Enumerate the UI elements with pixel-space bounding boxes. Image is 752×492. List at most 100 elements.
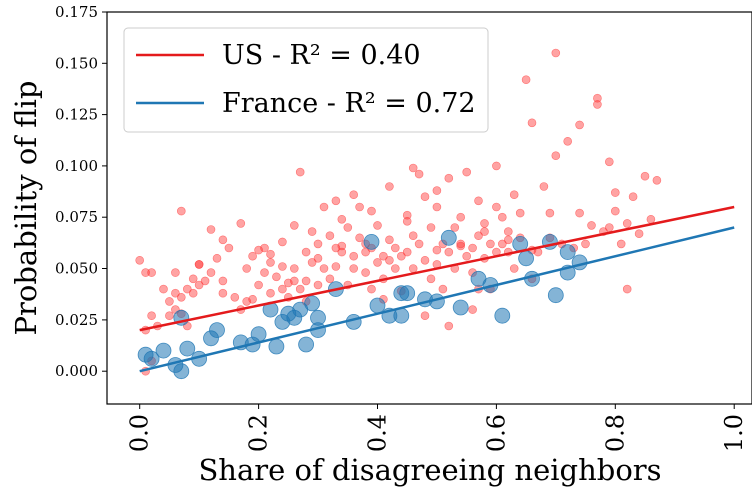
us-point <box>349 190 359 199</box>
us-point <box>194 260 204 269</box>
us-point <box>545 208 555 218</box>
us-point <box>456 239 466 249</box>
us-point <box>177 206 186 216</box>
us-point <box>390 243 400 253</box>
us-point <box>218 235 228 245</box>
us-point <box>432 245 442 255</box>
us-point <box>254 280 263 290</box>
us-point <box>444 173 454 183</box>
us-point <box>503 227 513 236</box>
us-point <box>420 255 430 265</box>
us-point <box>295 284 305 294</box>
france-point <box>143 350 160 367</box>
us-point <box>325 274 335 284</box>
us-point <box>408 264 418 273</box>
france-point <box>440 229 457 246</box>
us-point <box>206 225 216 234</box>
us-point <box>402 247 412 257</box>
us-point <box>438 284 448 294</box>
us-point <box>640 171 650 181</box>
us-point <box>260 243 269 253</box>
us-point <box>551 151 561 160</box>
us-point <box>248 294 257 304</box>
us-point <box>622 284 632 294</box>
us-point <box>480 219 489 228</box>
us-point <box>575 208 584 218</box>
y-tick-label: 0.050 <box>55 260 98 278</box>
us-point <box>367 206 376 216</box>
us-point <box>593 93 602 103</box>
us-point <box>188 274 198 284</box>
france-point <box>268 338 285 355</box>
us-point <box>575 120 584 130</box>
us-fit-line <box>139 205 735 332</box>
france-point <box>173 363 190 380</box>
france-point <box>559 244 576 261</box>
x-tick-label: 0.2 <box>245 414 273 452</box>
us-point <box>420 192 430 201</box>
us-point <box>432 202 442 212</box>
us-point <box>408 231 418 240</box>
france-point <box>494 307 511 324</box>
france-point <box>547 287 564 304</box>
us-point <box>183 284 192 294</box>
us-point <box>325 231 335 240</box>
us-point <box>141 268 150 277</box>
us-point <box>509 264 519 273</box>
us-point <box>652 176 662 185</box>
france-point <box>298 336 315 353</box>
us-point <box>373 221 382 230</box>
y-tick-label: 0.075 <box>55 208 98 226</box>
us-point <box>634 229 644 238</box>
us-point <box>295 167 305 177</box>
us-point <box>230 292 240 302</box>
us-point <box>646 215 656 224</box>
us-point <box>355 202 364 212</box>
us-point <box>165 311 174 321</box>
us-point <box>396 251 406 261</box>
us-point <box>462 251 472 261</box>
us-point <box>188 288 198 298</box>
us-point <box>337 215 347 224</box>
us-point <box>289 264 299 273</box>
france-point <box>363 233 380 250</box>
us-point <box>462 167 472 177</box>
us-point <box>319 202 329 212</box>
us-point <box>313 253 323 263</box>
france-point <box>310 309 326 326</box>
us-point <box>272 272 281 282</box>
us-point <box>616 239 626 249</box>
us-point <box>492 202 501 212</box>
legend: US - R² = 0.40 France - R² = 0.72 <box>123 27 489 133</box>
us-point <box>492 161 501 171</box>
france-point <box>179 340 196 357</box>
us-point <box>474 231 483 240</box>
us-point <box>367 284 376 294</box>
us-point <box>200 276 210 286</box>
us-point <box>224 243 234 253</box>
us-point <box>385 182 394 191</box>
us-point <box>266 258 275 267</box>
us-point <box>266 249 275 259</box>
x-tick-label: 0.0 <box>126 414 154 452</box>
us-point <box>610 206 620 216</box>
us-point <box>301 276 311 286</box>
y-tick-label: 0.000 <box>55 362 98 380</box>
us-point <box>218 276 228 286</box>
us-point <box>444 247 454 257</box>
us-point <box>278 284 287 294</box>
us-point <box>385 255 394 265</box>
us-point <box>456 241 466 251</box>
us-point <box>218 288 228 298</box>
us-point <box>313 280 323 290</box>
x-tick-label: 0.4 <box>364 414 392 452</box>
us-point <box>260 268 269 277</box>
us-point <box>432 186 442 195</box>
legend-box <box>123 27 489 133</box>
y-tick-label: 0.025 <box>55 311 98 329</box>
us-point <box>361 268 370 277</box>
us-point <box>551 48 561 58</box>
x-tick-label: 0.6 <box>482 414 510 452</box>
france-fit-line <box>139 226 735 373</box>
